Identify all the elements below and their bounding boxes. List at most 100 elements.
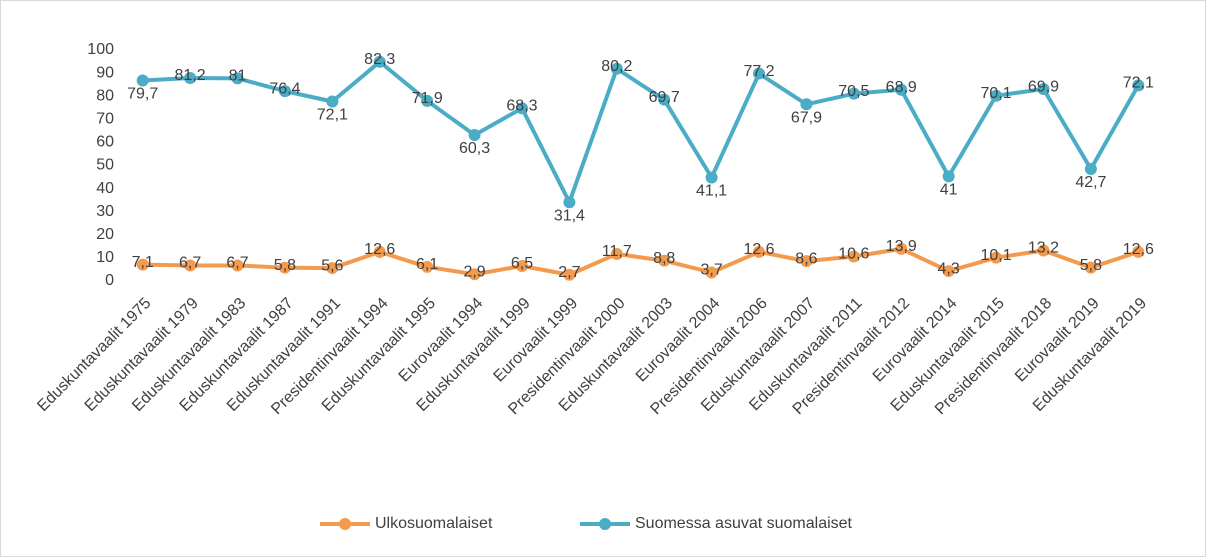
data-label: 72,1 — [317, 107, 348, 124]
data-label: 41,1 — [696, 183, 727, 200]
data-label: 67,9 — [791, 110, 822, 127]
data-label: 60,3 — [459, 140, 490, 157]
data-label: 8,8 — [653, 250, 675, 267]
point-marker — [1037, 244, 1050, 257]
point-marker — [373, 55, 386, 68]
point-marker — [753, 67, 766, 80]
point-marker — [563, 196, 576, 209]
point-marker — [942, 265, 955, 278]
point-marker — [1084, 261, 1097, 274]
point-marker — [990, 89, 1003, 102]
data-label: 6,1 — [416, 256, 438, 273]
data-label: 13,9 — [886, 238, 917, 255]
point-marker — [847, 87, 860, 100]
point-marker — [610, 247, 623, 260]
data-label: 72,1 — [1123, 75, 1154, 92]
point-marker — [990, 251, 1003, 264]
data-label: 41 — [940, 182, 958, 199]
point-marker — [563, 268, 576, 281]
point-marker — [847, 250, 860, 263]
data-label: 4,3 — [938, 260, 960, 277]
point-marker — [1132, 245, 1145, 258]
data-label: 80,2 — [601, 58, 632, 75]
data-label: 70,1 — [980, 85, 1011, 102]
point-marker — [136, 258, 149, 271]
point-marker — [1037, 83, 1050, 96]
point-marker — [753, 245, 766, 258]
data-label: 2,7 — [558, 264, 580, 281]
point-marker — [421, 94, 434, 107]
series-line — [142, 59, 1141, 205]
y-tick-label: 10 — [96, 249, 114, 266]
data-label: 3,7 — [700, 262, 722, 279]
legend-marker — [339, 518, 351, 530]
point-marker — [421, 260, 434, 273]
data-label: 68,3 — [506, 97, 537, 114]
data-label: 12,6 — [1123, 241, 1154, 258]
data-label: 2,9 — [463, 264, 485, 281]
point-marker — [326, 262, 339, 275]
data-label: 77,2 — [743, 63, 774, 80]
data-label: 31,4 — [554, 207, 585, 224]
data-label: 5,8 — [1080, 257, 1102, 274]
y-tick-label: 80 — [96, 87, 114, 104]
point-marker — [800, 255, 813, 268]
point-marker — [231, 259, 244, 272]
data-label: 12,6 — [364, 241, 395, 258]
legend-marker — [599, 518, 611, 530]
legend-label: Ulkosuomalaiset — [375, 515, 493, 532]
data-label: 76,4 — [269, 80, 300, 97]
y-tick-label: 0 — [105, 272, 114, 289]
data-label: 12,6 — [743, 241, 774, 258]
point-marker — [184, 71, 197, 84]
point-marker — [278, 85, 291, 98]
data-label: 6,5 — [511, 255, 533, 272]
data-label: 10,1 — [980, 247, 1011, 264]
data-label: 69,9 — [1028, 78, 1059, 95]
data-label: 6,7 — [179, 255, 201, 272]
y-tick-label: 60 — [96, 134, 114, 151]
point-marker — [278, 261, 291, 274]
point-marker — [515, 259, 528, 272]
point-marker — [231, 72, 244, 85]
point-marker — [373, 245, 386, 258]
point-marker — [705, 266, 718, 279]
point-marker — [705, 171, 718, 184]
data-label: 11,7 — [602, 243, 632, 260]
data-label: 5,6 — [321, 257, 343, 274]
data-label: 8,6 — [795, 250, 817, 267]
y-tick-label: 100 — [87, 41, 114, 58]
data-label: 7,1 — [132, 254, 154, 271]
y-tick-label: 40 — [96, 180, 114, 197]
y-tick-label: 70 — [96, 111, 114, 128]
point-marker — [895, 83, 908, 96]
point-marker — [658, 254, 671, 267]
data-label: 6,7 — [226, 255, 248, 272]
data-label: 70,5 — [838, 83, 869, 100]
point-marker — [610, 62, 623, 75]
y-tick-label: 30 — [96, 203, 114, 220]
y-tick-label: 90 — [96, 64, 114, 81]
data-label: 71,9 — [412, 90, 443, 107]
data-label: 68,9 — [886, 79, 917, 96]
y-tick-label: 50 — [96, 157, 114, 174]
point-marker — [1084, 162, 1097, 175]
point-marker — [800, 98, 813, 111]
data-label: 10,6 — [838, 246, 869, 263]
point-marker — [1132, 79, 1145, 92]
point-marker — [326, 95, 339, 108]
point-marker — [515, 102, 528, 115]
point-marker — [658, 93, 671, 106]
point-marker — [184, 259, 197, 272]
data-label: 81 — [229, 68, 247, 85]
point-marker — [895, 242, 908, 255]
data-label: 82,3 — [364, 51, 395, 68]
data-label: 13,2 — [1028, 240, 1059, 257]
data-label: 79,7 — [127, 86, 158, 103]
point-marker — [468, 268, 481, 281]
legend-label: Suomessa asuvat suomalaiset — [635, 515, 853, 532]
point-marker — [136, 74, 149, 87]
data-label: 69,7 — [649, 89, 680, 106]
y-tick-label: 20 — [96, 226, 114, 243]
